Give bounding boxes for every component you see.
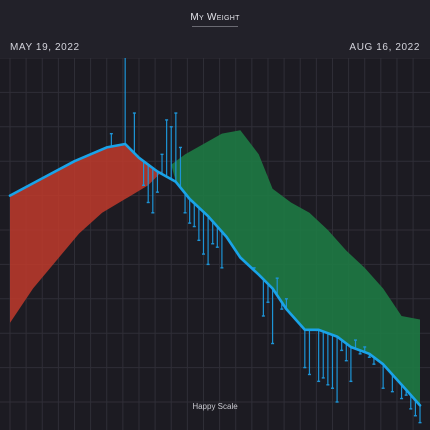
- start-date-label: MAY 19, 2022: [10, 42, 80, 53]
- end-date-label: AUG 16, 2022: [349, 42, 420, 53]
- weight-chart[interactable]: [0, 58, 430, 430]
- below-trend-band: [171, 130, 420, 406]
- title-underline: [192, 26, 238, 27]
- chart-title[interactable]: My Weight: [190, 12, 240, 23]
- above-trend-band: [10, 144, 163, 323]
- trend-line: [8, 142, 422, 407]
- app-brand-label: Happy Scale: [192, 402, 238, 411]
- chart-header: My Weight MAY 19, 2022 AUG 16, 2022: [0, 0, 430, 58]
